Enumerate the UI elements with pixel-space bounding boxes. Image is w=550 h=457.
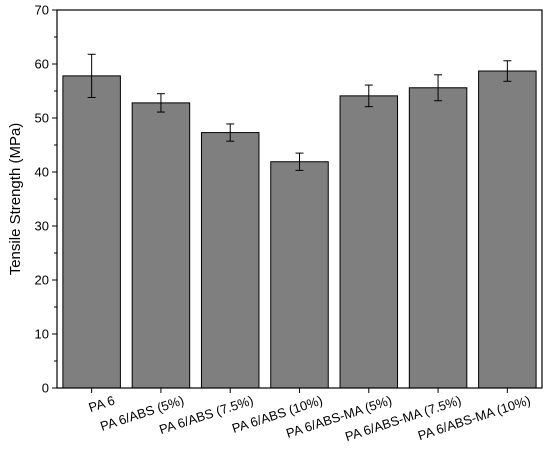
y-tick-label: 50 <box>35 111 49 126</box>
bar <box>339 95 399 389</box>
y-tick-label: 40 <box>35 165 49 180</box>
error-bar <box>295 152 304 171</box>
y-tick-label: 0 <box>42 381 49 396</box>
bar <box>270 161 329 389</box>
y-axis: 0 10 20 30 40 50 60 70 <box>35 3 57 396</box>
bar <box>478 70 537 389</box>
bar <box>62 75 121 389</box>
bars-group <box>62 70 537 389</box>
y-tick-label: 30 <box>35 219 49 234</box>
y-axis-title: Tensile Strength (MPa) <box>7 123 24 276</box>
bar <box>200 132 260 389</box>
bar <box>131 102 191 389</box>
error-bar <box>156 93 165 113</box>
y-tick-label: 20 <box>35 273 49 288</box>
error-bar <box>364 84 373 108</box>
error-bars-group <box>87 53 512 171</box>
bar <box>408 87 468 389</box>
y-tick-label: 70 <box>35 3 49 18</box>
error-bar <box>87 53 96 98</box>
error-bar <box>226 123 235 142</box>
y-tick-label: 60 <box>35 57 49 72</box>
x-tick-label: PA 6 <box>87 393 117 415</box>
y-tick-label: 10 <box>35 327 49 342</box>
error-bar <box>503 60 512 82</box>
error-bar <box>434 74 443 102</box>
x-axis: PA 6PA 6/ABS (5%)PA 6/ABS (7.5%)PA 6/ABS… <box>87 388 532 444</box>
